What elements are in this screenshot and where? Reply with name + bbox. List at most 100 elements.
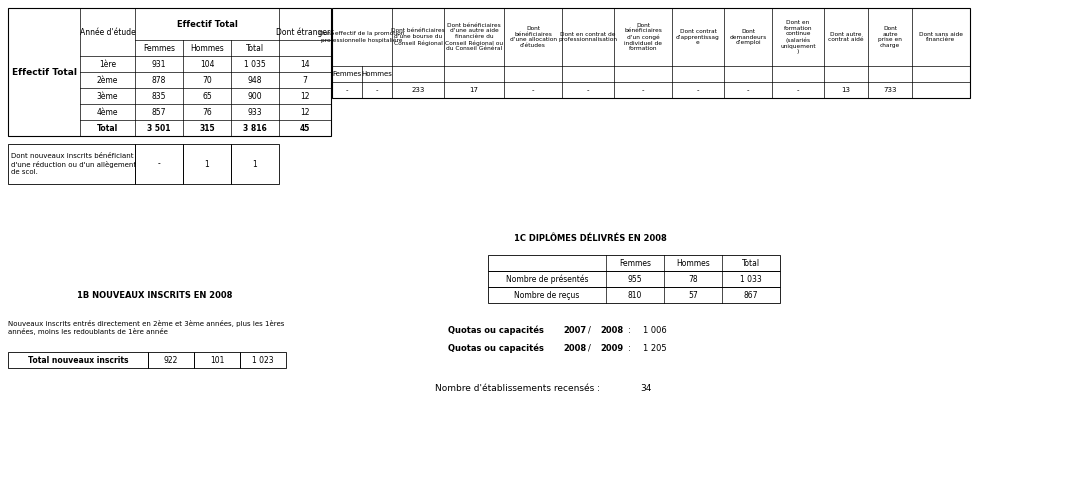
Text: Dont
autre
prise en
charge: Dont autre prise en charge	[878, 26, 902, 48]
Text: :: :	[628, 326, 631, 335]
Text: Dont autre
contrat aidé: Dont autre contrat aidé	[828, 31, 864, 42]
Text: Total: Total	[741, 258, 760, 267]
Text: -: -	[642, 87, 644, 93]
Text: Dont étrangers: Dont étrangers	[275, 27, 334, 37]
Text: -: -	[346, 87, 348, 93]
Text: -: -	[376, 87, 378, 93]
Bar	[136, 144, 183, 184]
Text: 13: 13	[841, 87, 851, 93]
Text: 2007: 2007	[563, 326, 586, 335]
Text: 1: 1	[253, 159, 257, 168]
Text: 2009: 2009	[601, 344, 623, 353]
Bar	[183, 144, 231, 184]
Text: Hommes: Hommes	[190, 43, 224, 52]
Text: -: -	[747, 87, 749, 93]
Bar	[488, 287, 780, 303]
Text: 810: 810	[628, 290, 642, 299]
Text: 3 816: 3 816	[243, 124, 267, 132]
Text: Dont effectif de la promotion
professionnelle hospitalière: Dont effectif de la promotion profession…	[320, 31, 404, 43]
Text: -: -	[797, 87, 799, 93]
Text: 1ère: 1ère	[99, 59, 116, 69]
Text: 867: 867	[744, 290, 758, 299]
Text: Hommes: Hommes	[676, 258, 710, 267]
Text: 1 033: 1 033	[740, 274, 762, 283]
Text: 233: 233	[411, 87, 425, 93]
Text: Femmes: Femmes	[619, 258, 651, 267]
Text: 65: 65	[202, 92, 211, 101]
Text: -: -	[697, 87, 699, 93]
Text: Dont
bénéficiaires
d'une allocation
d'études: Dont bénéficiaires d'une allocation d'ét…	[509, 26, 556, 48]
Text: Nombre d'établissements recensés :: Nombre d'établissements recensés :	[435, 383, 601, 392]
Text: Femmes: Femmes	[333, 71, 362, 77]
Text: /: /	[588, 344, 591, 353]
Text: Total: Total	[96, 124, 118, 132]
Text: 1 006: 1 006	[643, 326, 667, 335]
Bar	[488, 255, 780, 271]
Bar	[194, 352, 240, 368]
Text: Quotas ou capacités: Quotas ou capacités	[448, 325, 544, 335]
Text: -: -	[532, 87, 534, 93]
Text: 922: 922	[164, 356, 178, 365]
Text: 1 023: 1 023	[253, 356, 274, 365]
Text: Dont bénéficiaires
d'une autre aide
financière du
Conseil Régional ou
du Conseil: Dont bénéficiaires d'une autre aide fina…	[444, 22, 503, 51]
Text: 57: 57	[688, 290, 698, 299]
Text: Dont contrat
d'apprentissag
e: Dont contrat d'apprentissag e	[676, 29, 720, 45]
Text: 1C DIPLÔMES DÉLIVRÉS EN 2008: 1C DIPLÔMES DÉLIVRÉS EN 2008	[514, 234, 667, 243]
Bar	[488, 271, 780, 287]
Text: 2ème: 2ème	[96, 76, 118, 85]
Text: Dont sans aide
financière: Dont sans aide financière	[919, 31, 963, 42]
Bar	[240, 352, 286, 368]
Text: 101: 101	[210, 356, 224, 365]
Text: Dont
demandeurs
d'emploi: Dont demandeurs d'emploi	[730, 29, 766, 45]
Text: 948: 948	[248, 76, 262, 85]
Text: -: -	[586, 87, 590, 93]
Text: 7: 7	[302, 76, 308, 85]
Text: Année d'étude: Année d'étude	[79, 27, 136, 36]
Text: 315: 315	[199, 124, 215, 132]
Text: 78: 78	[688, 274, 698, 283]
Text: 12: 12	[300, 108, 310, 117]
Text: 1B NOUVEAUX INSCRITS EN 2008: 1B NOUVEAUX INSCRITS EN 2008	[77, 290, 233, 299]
Text: 1 035: 1 035	[244, 59, 266, 69]
Bar	[149, 352, 194, 368]
Bar	[8, 144, 136, 184]
Bar	[8, 352, 149, 368]
Text: 2008: 2008	[601, 326, 623, 335]
Text: 931: 931	[152, 59, 166, 69]
Text: Effectif Total: Effectif Total	[12, 68, 77, 77]
Text: Total: Total	[246, 43, 264, 52]
Text: 45: 45	[300, 124, 310, 132]
Text: Quotas ou capacités: Quotas ou capacités	[448, 343, 544, 353]
Text: 70: 70	[202, 76, 211, 85]
Text: 3 501: 3 501	[147, 124, 171, 132]
Text: Dont en
formation
continue
(salariés
uniquement
): Dont en formation continue (salariés uni…	[780, 20, 816, 54]
Bar	[332, 8, 970, 98]
Text: 76: 76	[202, 108, 211, 117]
Text: 2008: 2008	[563, 344, 586, 353]
Text: 4ème: 4ème	[96, 108, 118, 117]
Text: 1: 1	[205, 159, 209, 168]
Text: 34: 34	[640, 383, 651, 392]
Text: :: :	[628, 344, 631, 353]
Text: 857: 857	[152, 108, 166, 117]
Text: 104: 104	[199, 59, 215, 69]
Text: 933: 933	[247, 108, 262, 117]
Text: 955: 955	[628, 274, 643, 283]
Text: Dont bénéficiaires
d'une bourse du
Conseil Régional: Dont bénéficiaires d'une bourse du Conse…	[391, 28, 444, 46]
Text: 14: 14	[300, 59, 310, 69]
Text: Nombre de reçus: Nombre de reçus	[514, 290, 580, 299]
Text: Dont
bénéficiaires
d'un congé
individuel de
formation: Dont bénéficiaires d'un congé individuel…	[624, 22, 662, 51]
Text: -: -	[157, 159, 160, 168]
Text: Total nouveaux inscrits: Total nouveaux inscrits	[28, 356, 128, 365]
Text: /: /	[588, 326, 591, 335]
Text: Effectif Total: Effectif Total	[177, 19, 237, 28]
Bar	[231, 144, 279, 184]
Text: 1 205: 1 205	[643, 344, 667, 353]
Text: Nouveaux inscrits entrés directement en 2ème et 3ème années, plus les 1ères
anné: Nouveaux inscrits entrés directement en …	[8, 320, 284, 335]
Text: 17: 17	[469, 87, 478, 93]
Text: 835: 835	[152, 92, 166, 101]
Text: 3ème: 3ème	[96, 92, 118, 101]
Text: Hommes: Hommes	[362, 71, 392, 77]
Text: 733: 733	[883, 87, 896, 93]
Bar	[8, 8, 331, 136]
